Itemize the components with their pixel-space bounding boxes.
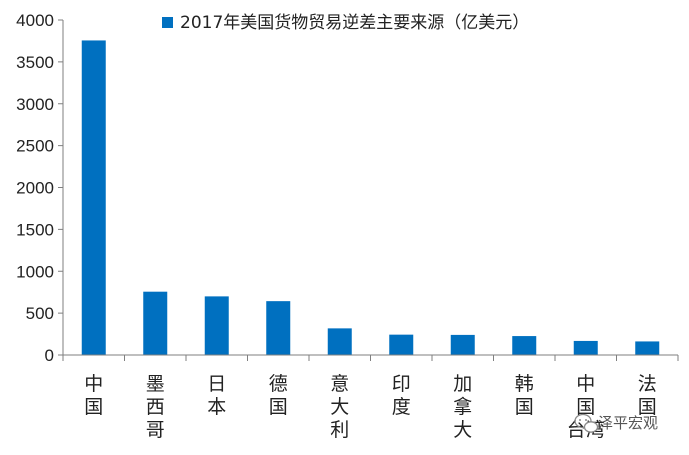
y-tick-label: 1000	[16, 262, 54, 281]
y-tick-label: 1500	[16, 220, 54, 239]
y-tick-label: 3000	[16, 95, 54, 114]
y-tick-label: 2000	[16, 179, 54, 198]
bar-5	[327, 328, 352, 355]
x-tick-label: 意大利	[330, 373, 349, 441]
x-tick-label: 印度	[392, 373, 411, 418]
bar-2	[143, 291, 168, 355]
legend: 2017年美国货物贸易逆差主要来源（亿美元）	[162, 13, 529, 33]
x-tick-label: 加拿大	[453, 373, 472, 441]
bar-4	[266, 301, 291, 355]
bar-8	[512, 336, 537, 355]
wechat-icon	[574, 413, 599, 433]
x-tick-label: 墨西哥	[146, 373, 165, 441]
bar-6	[389, 334, 414, 355]
y-tick-label: 4000	[16, 11, 54, 30]
y-tick-labels: 0 500 1000 1500 2000 2500 3000 3500 4000	[16, 11, 54, 365]
y-tick-label: 0	[45, 346, 54, 365]
legend-label: 2017年美国货物贸易逆差主要来源（亿美元）	[180, 13, 529, 33]
bar-9	[573, 340, 598, 355]
bar-1	[81, 40, 106, 355]
bar-7	[450, 334, 475, 355]
watermark-text: 泽平宏观	[598, 414, 658, 432]
x-tick-label: 德国	[269, 373, 288, 418]
x-tick-label: 中国	[84, 373, 103, 418]
x-tick-label: 法国	[638, 373, 657, 418]
x-tick-label: 韩国	[515, 373, 534, 418]
bar-10	[635, 341, 660, 355]
axes	[58, 19, 679, 361]
legend-swatch	[162, 17, 173, 28]
y-tick-label: 500	[26, 304, 54, 323]
y-tick-label: 2500	[16, 137, 54, 156]
bar-3	[204, 296, 229, 356]
watermark: 泽平宏观	[574, 413, 658, 433]
x-tick-label: 日本	[207, 373, 226, 418]
bars	[81, 40, 660, 356]
y-tick-label: 3500	[16, 53, 54, 72]
x-tick-labels: 中国墨西哥日本德国意大利印度加拿大韩国中国台湾法国	[84, 373, 657, 441]
